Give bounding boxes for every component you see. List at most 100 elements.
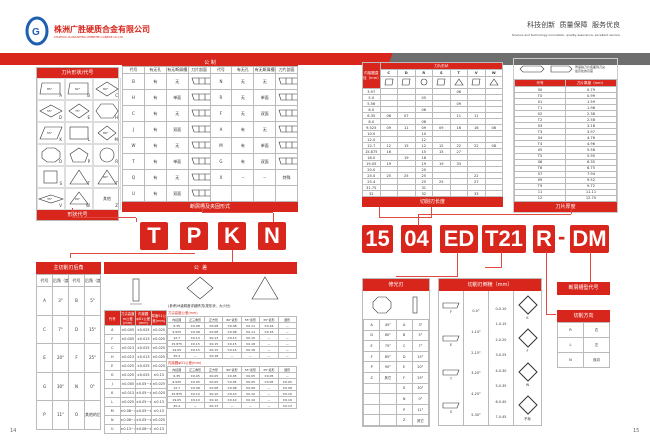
thickness-diagram xyxy=(519,65,573,73)
table-cell: ±0.025 xyxy=(150,379,167,389)
page-number-left: 14 xyxy=(10,428,17,434)
table-cell: 20° xyxy=(411,361,430,373)
table-cell: ±0.025 xyxy=(119,370,136,380)
table-cell: 单面 xyxy=(165,153,189,170)
edge-shape-icon xyxy=(517,295,538,315)
table-row: A 3° B 5° xyxy=(36,286,101,316)
table-cell: 右 xyxy=(583,322,610,338)
shape-cell: 80° C xyxy=(93,78,121,100)
chamfer-width: 3-0.25 xyxy=(496,353,507,357)
shape-angle: 75° xyxy=(75,109,81,113)
table-row: J±0.005±0.05~±0.13±0.025 xyxy=(104,379,167,389)
table-cell: 无 xyxy=(231,105,255,122)
shape-code: R xyxy=(414,69,433,78)
table-cell: -- xyxy=(253,169,277,186)
chamfer-type: T xyxy=(442,369,460,381)
column-header: 刀片剖面 xyxy=(275,66,298,74)
chipbreaker-label: 断屑槽型代号 xyxy=(557,282,610,295)
code-box-p: P xyxy=(180,222,208,250)
table-row: N 0° xyxy=(362,393,430,405)
table-cell: ±0.005 xyxy=(119,334,136,344)
insert-shape-r-icon xyxy=(414,76,433,89)
shape-code: T xyxy=(87,181,90,186)
table-cell: ±0.025 xyxy=(150,334,167,344)
insert-shape-r-icon xyxy=(99,147,115,163)
chamfer-profile-icon xyxy=(442,335,460,342)
shape-code: T xyxy=(449,69,468,78)
ic-title: 刀片形状 xyxy=(379,61,503,71)
table-row: P 90° E 20° xyxy=(362,361,430,373)
table-row: F 85° D 15° xyxy=(362,350,430,363)
chamfer-shape: W xyxy=(517,361,538,387)
table-cell xyxy=(362,382,381,395)
column-header: 厚度S1公差(mm) xyxy=(150,310,167,326)
table-cell: ±0.13 xyxy=(150,370,167,380)
table-cell: ±0.13 xyxy=(150,424,167,434)
insert-shape-m-icon xyxy=(97,125,117,141)
table-cell: ±0.13 xyxy=(150,406,167,416)
table-cell: 5° xyxy=(411,329,430,342)
table-cell: C xyxy=(36,314,53,344)
table-row: 25.4— ±0.13— — — ±0.13 xyxy=(166,402,298,409)
chamfer-type-label: S xyxy=(449,410,453,415)
table-header-row: 代号 刀尖高度m公差(mm) 内接圆φD1公差(mm) 厚度S1公差(mm) xyxy=(104,310,167,326)
table-cell: ±0.08~±0.18 xyxy=(119,406,136,416)
column-header: 代号 xyxy=(36,274,53,287)
shape-code: E xyxy=(87,115,90,120)
thickness-note: 厚度指刀片底面到刀尖最高处的高度 xyxy=(575,65,606,73)
table-cell: 其它 xyxy=(379,371,397,384)
table-cell: ±0.18 xyxy=(203,352,224,359)
table-cell xyxy=(362,414,381,426)
shape-code: V xyxy=(467,69,486,78)
table-cell: U xyxy=(104,424,121,434)
shape-code: A xyxy=(59,93,62,98)
insert-shape-v-icon xyxy=(38,194,64,204)
chamfer-profile-icon xyxy=(442,402,460,409)
table-cell xyxy=(253,185,277,202)
table-cell: 12 xyxy=(514,194,566,202)
table-cell: G xyxy=(36,371,53,401)
chamfer-angle: 4-25° xyxy=(471,392,480,396)
table-cell xyxy=(449,190,468,197)
wiper-table: 修光刃 A 45° A 3° D 60° B 5° E 75° C 7° F 85° D 15° P 90° E 20… xyxy=(362,278,430,427)
chamfer-shape: K xyxy=(517,295,538,320)
table-cell: 无 xyxy=(165,137,189,154)
shape-code: L xyxy=(87,137,90,142)
table-cell: E xyxy=(104,361,121,371)
d-subtitle: 内接圆φD1公差(mm) xyxy=(168,361,202,365)
column-header: 刀片剖面 xyxy=(187,66,211,74)
shape-angle: 35° xyxy=(47,197,53,201)
table-cell: G xyxy=(395,382,413,395)
insert-section-icon xyxy=(187,121,211,138)
insert-section-icon xyxy=(275,105,298,122)
company-name-cn: 株洲广胜硬质合金有限公司 xyxy=(54,25,150,34)
shape-cell: 86° M xyxy=(93,122,121,144)
chamfer-width: 1-0.15 xyxy=(496,322,507,326)
table-cell: A xyxy=(209,121,233,138)
table-cell: 30° xyxy=(411,382,430,395)
insert-shape-v-icon xyxy=(467,76,486,89)
table-cell: N xyxy=(68,371,85,401)
table-cell: L xyxy=(557,337,584,353)
table-cell: 25° xyxy=(84,343,101,373)
chamfer-width-label: 3-0.25 xyxy=(495,353,507,358)
shape-code: D xyxy=(58,115,62,120)
table-cell: ±0.13 xyxy=(203,402,224,409)
table-cell: ±0.025 xyxy=(150,415,167,425)
connector xyxy=(379,207,431,218)
relief-table-title: 主切削刃后角 xyxy=(36,262,101,274)
chamfer-width-label: 2-0.20 xyxy=(495,337,507,342)
chamfer-width: 4-0.30 xyxy=(496,369,507,373)
table-cell: H xyxy=(122,89,145,106)
m-subtitle: 刀尖高度公差(mm) xyxy=(168,311,198,315)
table-cell: 85° xyxy=(379,350,397,363)
column-header: 有无孔 xyxy=(231,66,255,74)
table-cell: 有 xyxy=(143,185,167,202)
column-header: 内接圆φD1公差(mm) xyxy=(135,310,152,326)
tolerance-section: 公 差 代号 刀尖高度m公差(mm) 内接圆φD1公差(mm) 厚度S1公差(mm) A… xyxy=(104,262,298,434)
insert-shape-a-icon xyxy=(39,82,61,95)
code-box-15: 15 xyxy=(362,225,393,253)
table-row: T 有单面 G 有双面 xyxy=(122,153,298,170)
table-cell: 75° xyxy=(379,340,397,352)
table-cell: 双面 xyxy=(253,105,277,122)
